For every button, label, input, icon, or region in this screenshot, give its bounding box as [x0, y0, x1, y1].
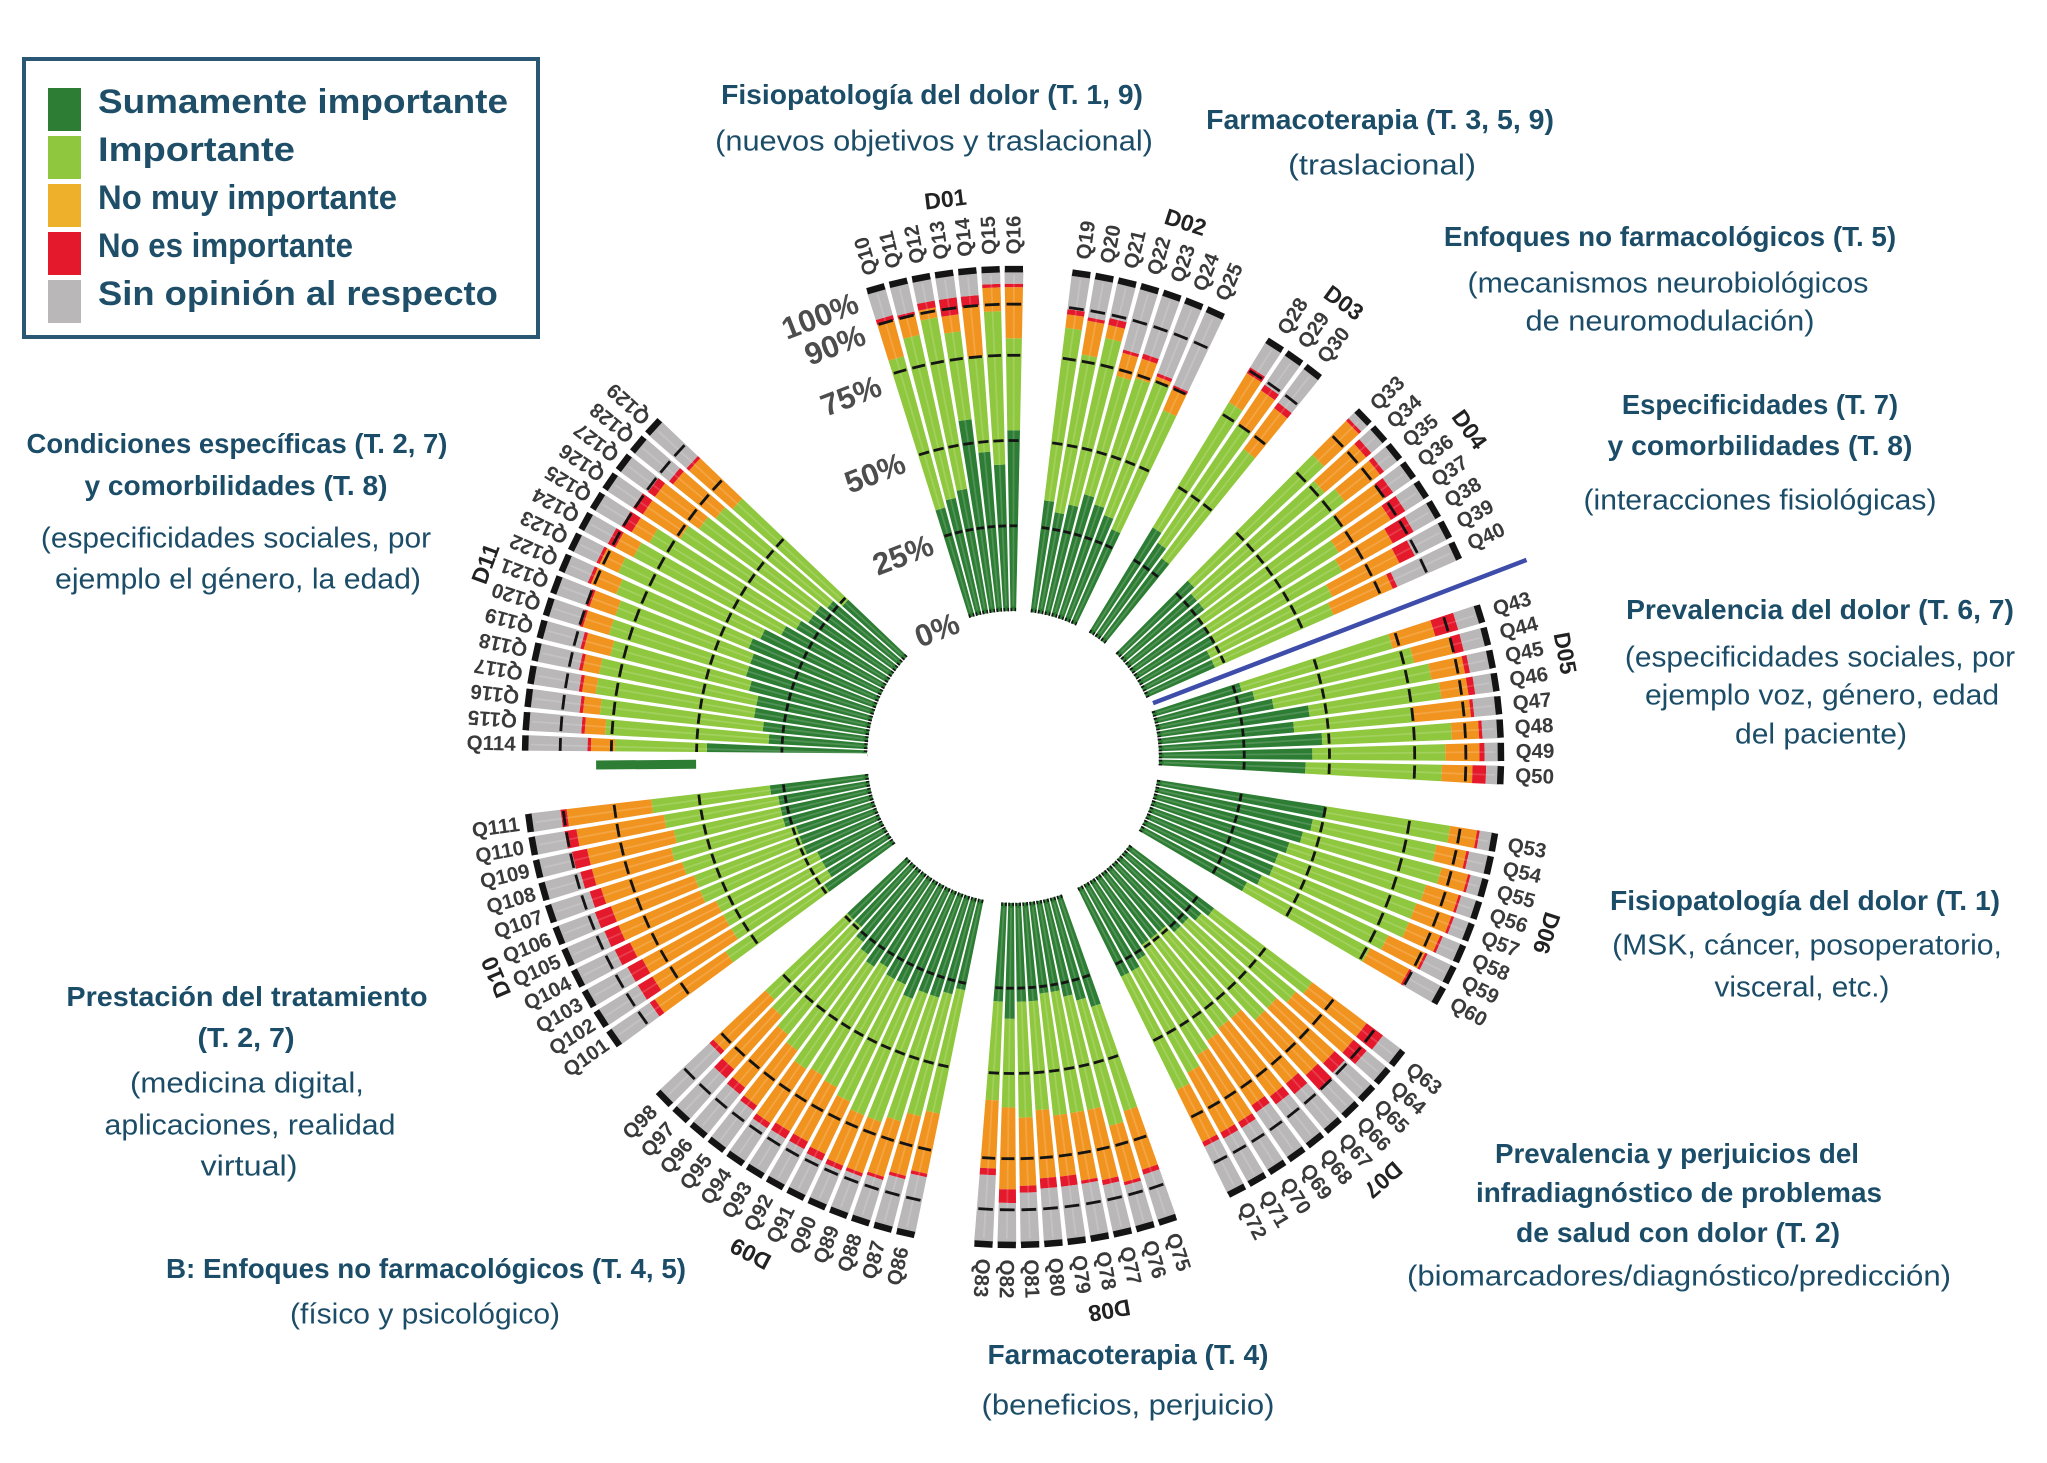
svg-text:Q115: Q115: [467, 705, 518, 732]
svg-text:Q14: Q14: [951, 216, 978, 257]
svg-text:D05: D05: [1549, 630, 1582, 676]
svg-text:Q78: Q78: [1091, 1250, 1120, 1292]
svg-text:25%: 25%: [868, 528, 938, 583]
svg-text:Q16: Q16: [1002, 216, 1025, 255]
svg-text:D01: D01: [923, 184, 968, 215]
svg-text:D06: D06: [1528, 909, 1566, 957]
svg-text:Q47: Q47: [1512, 688, 1553, 715]
svg-text:Q19: Q19: [1072, 219, 1100, 261]
svg-text:50%: 50%: [840, 446, 910, 501]
svg-text:Q49: Q49: [1516, 740, 1555, 763]
svg-text:Q50: Q50: [1515, 764, 1555, 788]
svg-text:Q114: Q114: [466, 731, 516, 755]
svg-text:Q48: Q48: [1514, 714, 1554, 739]
svg-text:75%: 75%: [816, 369, 886, 424]
svg-text:0%: 0%: [910, 606, 964, 655]
svg-text:Q80: Q80: [1043, 1257, 1069, 1298]
svg-text:Q46: Q46: [1508, 663, 1550, 692]
svg-text:D02: D02: [1161, 203, 1209, 241]
svg-text:Q13: Q13: [925, 219, 953, 261]
svg-text:Q15: Q15: [977, 216, 1002, 256]
svg-text:Q82: Q82: [995, 1259, 1018, 1298]
svg-text:D08: D08: [1086, 1294, 1132, 1327]
svg-text:Q79: Q79: [1067, 1254, 1095, 1295]
svg-text:Q83: Q83: [969, 1258, 994, 1298]
svg-text:Q81: Q81: [1019, 1259, 1043, 1299]
